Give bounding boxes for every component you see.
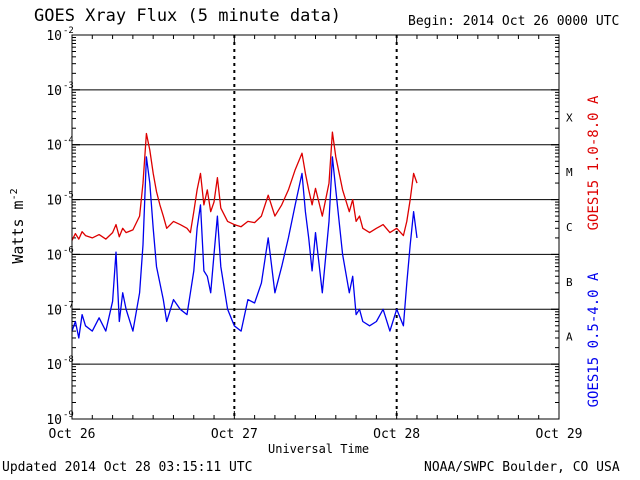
x-axis-title: Universal Time xyxy=(268,442,370,456)
y-tick-label: 10 xyxy=(46,248,62,263)
series-layer xyxy=(71,131,418,339)
grid-layer xyxy=(71,34,560,420)
flare-class-label: M xyxy=(566,166,573,179)
chart-title: GOES Xray Flux (5 minute data) xyxy=(34,6,342,26)
y-tick-exponent: -8 xyxy=(63,355,74,365)
y-tick-exponent: -2 xyxy=(63,26,74,36)
flare-class-label: A xyxy=(566,331,573,344)
x-tick-label: Oct 26 xyxy=(49,427,96,442)
credit-text: NOAA/SWPC Boulder, CO USA xyxy=(424,460,620,475)
legend-long-label: GOES15 1.0-8.0 A xyxy=(586,95,602,230)
y-tick-label: 10 xyxy=(46,194,62,209)
y-tick-label: 10 xyxy=(46,84,62,99)
plot-frame xyxy=(71,34,560,420)
begin-time: Begin: 2014 Oct 26 0000 UTC xyxy=(408,14,620,29)
y-tick-label: 10 xyxy=(46,303,62,318)
y-tick-label: 10 xyxy=(46,413,62,428)
x-tick-label: Oct 29 xyxy=(536,427,583,442)
y-tick-label: 10 xyxy=(46,358,62,373)
flare-class-label: C xyxy=(566,221,573,234)
y-tick-exponent: -6 xyxy=(63,245,74,255)
y-axis-title: Watts m-2 xyxy=(9,188,27,263)
y-tick-exponent: -5 xyxy=(63,191,74,201)
x-tick-label: Oct 27 xyxy=(211,427,258,442)
y-tick-exponent: -4 xyxy=(63,136,74,146)
updated-timestamp: Updated 2014 Oct 28 03:15:11 UTC xyxy=(2,460,253,475)
legend-short-label: GOES15 0.5-4.0 A xyxy=(586,272,602,407)
y-tick-label: 10 xyxy=(46,139,62,154)
series-short-line xyxy=(71,156,418,339)
y-tick-exponent: -9 xyxy=(63,410,74,420)
flare-class-label: X xyxy=(566,111,573,124)
x-tick-label: Oct 28 xyxy=(373,427,420,442)
y-tick-exponent: -3 xyxy=(63,81,74,91)
y-tick-exponent: -7 xyxy=(63,300,74,310)
flare-class-label: B xyxy=(566,276,573,289)
y-tick-label: 10 xyxy=(46,29,62,44)
series-long-line xyxy=(71,131,418,241)
